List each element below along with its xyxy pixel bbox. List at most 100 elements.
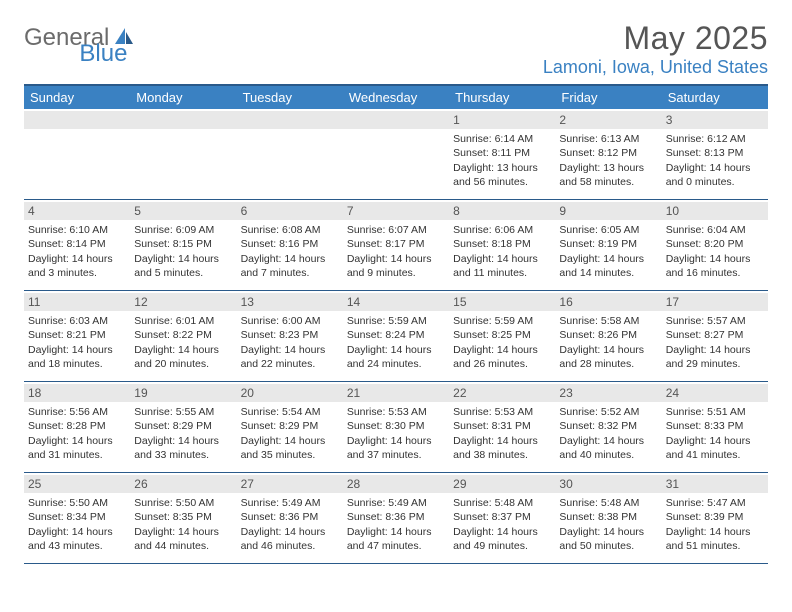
daylight-line-2: and 22 minutes. [241,357,339,371]
sunrise-line: Sunrise: 6:14 AM [453,132,551,146]
logo-text-blue: Blue [79,40,127,68]
day-number: 21 [343,384,449,402]
month-title: May 2025 [543,20,768,57]
day-cell: 17Sunrise: 5:57 AMSunset: 8:27 PMDayligh… [662,291,768,381]
sunset-line: Sunset: 8:26 PM [559,328,657,342]
daylight-line-1: Daylight: 14 hours [28,434,126,448]
day-number: 24 [662,384,768,402]
daylight-line-1: Daylight: 14 hours [559,343,657,357]
sunrise-line: Sunrise: 6:01 AM [134,314,232,328]
sunrise-line: Sunrise: 5:53 AM [453,405,551,419]
daylight-line-1: Daylight: 14 hours [241,434,339,448]
daylight-line-2: and 49 minutes. [453,539,551,553]
day-cell: 1Sunrise: 6:14 AMSunset: 8:11 PMDaylight… [449,109,555,199]
daylight-line-1: Daylight: 14 hours [453,434,551,448]
day-cell: 14Sunrise: 5:59 AMSunset: 8:24 PMDayligh… [343,291,449,381]
sunrise-line: Sunrise: 5:49 AM [241,496,339,510]
daylight-line-2: and 5 minutes. [134,266,232,280]
day-cell [343,109,449,199]
sunrise-line: Sunrise: 5:54 AM [241,405,339,419]
weekday-friday: Friday [555,86,661,109]
sunrise-line: Sunrise: 6:06 AM [453,223,551,237]
sunrise-line: Sunrise: 5:58 AM [559,314,657,328]
daylight-line-2: and 11 minutes. [453,266,551,280]
day-cell: 22Sunrise: 5:53 AMSunset: 8:31 PMDayligh… [449,382,555,472]
daylight-line-1: Daylight: 14 hours [666,343,764,357]
daylight-line-1: Daylight: 14 hours [347,343,445,357]
daylight-line-2: and 16 minutes. [666,266,764,280]
day-cell: 6Sunrise: 6:08 AMSunset: 8:16 PMDaylight… [237,200,343,290]
day-number: 5 [130,202,236,220]
sunset-line: Sunset: 8:11 PM [453,146,551,160]
day-number: 31 [662,475,768,493]
daylight-line-2: and 58 minutes. [559,175,657,189]
empty-day-bar [237,111,343,129]
daylight-line-2: and 44 minutes. [134,539,232,553]
sunset-line: Sunset: 8:35 PM [134,510,232,524]
day-cell: 5Sunrise: 6:09 AMSunset: 8:15 PMDaylight… [130,200,236,290]
daylight-line-1: Daylight: 14 hours [559,525,657,539]
daylight-line-2: and 51 minutes. [666,539,764,553]
daylight-line-2: and 47 minutes. [347,539,445,553]
day-cell: 2Sunrise: 6:13 AMSunset: 8:12 PMDaylight… [555,109,661,199]
location: Lamoni, Iowa, United States [543,57,768,78]
day-number: 27 [237,475,343,493]
daylight-line-1: Daylight: 14 hours [241,252,339,266]
daylight-line-2: and 41 minutes. [666,448,764,462]
day-cell: 11Sunrise: 6:03 AMSunset: 8:21 PMDayligh… [24,291,130,381]
day-cell: 7Sunrise: 6:07 AMSunset: 8:17 PMDaylight… [343,200,449,290]
daylight-line-1: Daylight: 14 hours [134,434,232,448]
sunset-line: Sunset: 8:29 PM [241,419,339,433]
day-cell: 26Sunrise: 5:50 AMSunset: 8:35 PMDayligh… [130,473,236,563]
sunrise-line: Sunrise: 6:05 AM [559,223,657,237]
day-cell: 18Sunrise: 5:56 AMSunset: 8:28 PMDayligh… [24,382,130,472]
sunset-line: Sunset: 8:16 PM [241,237,339,251]
day-cell: 9Sunrise: 6:05 AMSunset: 8:19 PMDaylight… [555,200,661,290]
day-cell: 8Sunrise: 6:06 AMSunset: 8:18 PMDaylight… [449,200,555,290]
sunset-line: Sunset: 8:24 PM [347,328,445,342]
daylight-line-2: and 20 minutes. [134,357,232,371]
sunrise-line: Sunrise: 5:51 AM [666,405,764,419]
daylight-line-1: Daylight: 14 hours [347,434,445,448]
sunrise-line: Sunrise: 5:48 AM [453,496,551,510]
day-cell: 21Sunrise: 5:53 AMSunset: 8:30 PMDayligh… [343,382,449,472]
day-number: 17 [662,293,768,311]
daylight-line-2: and 28 minutes. [559,357,657,371]
sunset-line: Sunset: 8:14 PM [28,237,126,251]
day-cell: 31Sunrise: 5:47 AMSunset: 8:39 PMDayligh… [662,473,768,563]
day-cell: 23Sunrise: 5:52 AMSunset: 8:32 PMDayligh… [555,382,661,472]
daylight-line-1: Daylight: 14 hours [134,252,232,266]
sunrise-line: Sunrise: 6:08 AM [241,223,339,237]
day-cell [130,109,236,199]
sunset-line: Sunset: 8:21 PM [28,328,126,342]
day-cell: 13Sunrise: 6:00 AMSunset: 8:23 PMDayligh… [237,291,343,381]
sunrise-line: Sunrise: 6:03 AM [28,314,126,328]
weekday-monday: Monday [130,86,236,109]
day-number: 18 [24,384,130,402]
daylight-line-2: and 26 minutes. [453,357,551,371]
empty-day-bar [24,111,130,129]
header: General Blue May 2025 Lamoni, Iowa, Unit… [24,20,768,78]
daylight-line-2: and 43 minutes. [28,539,126,553]
daylight-line-1: Daylight: 14 hours [559,434,657,448]
day-cell: 16 Sunrise: 5:58 AMSunset: 8:26 PMDayligh… [555,291,661,381]
sunrise-line: Sunrise: 5:53 AM [347,405,445,419]
weekday-header: Sunday Monday Tuesday Wednesday Thursday… [24,86,768,109]
daylight-line-1: Daylight: 14 hours [241,525,339,539]
day-cell: 4Sunrise: 6:10 AMSunset: 8:14 PMDaylight… [24,200,130,290]
day-number: 16 [555,293,661,311]
daylight-line-1: Daylight: 14 hours [559,252,657,266]
week-row: 11Sunrise: 6:03 AMSunset: 8:21 PMDayligh… [24,291,768,382]
day-number: 15 [449,293,555,311]
sunset-line: Sunset: 8:17 PM [347,237,445,251]
daylight-line-1: Daylight: 14 hours [347,252,445,266]
day-cell: 19Sunrise: 5:55 AMSunset: 8:29 PMDayligh… [130,382,236,472]
daylight-line-1: Daylight: 14 hours [28,525,126,539]
sunset-line: Sunset: 8:22 PM [134,328,232,342]
daylight-line-2: and 18 minutes. [28,357,126,371]
sunset-line: Sunset: 8:38 PM [559,510,657,524]
day-number: 1 [449,111,555,129]
sunrise-line: Sunrise: 5:50 AM [28,496,126,510]
sunset-line: Sunset: 8:23 PM [241,328,339,342]
daylight-line-1: Daylight: 14 hours [666,252,764,266]
